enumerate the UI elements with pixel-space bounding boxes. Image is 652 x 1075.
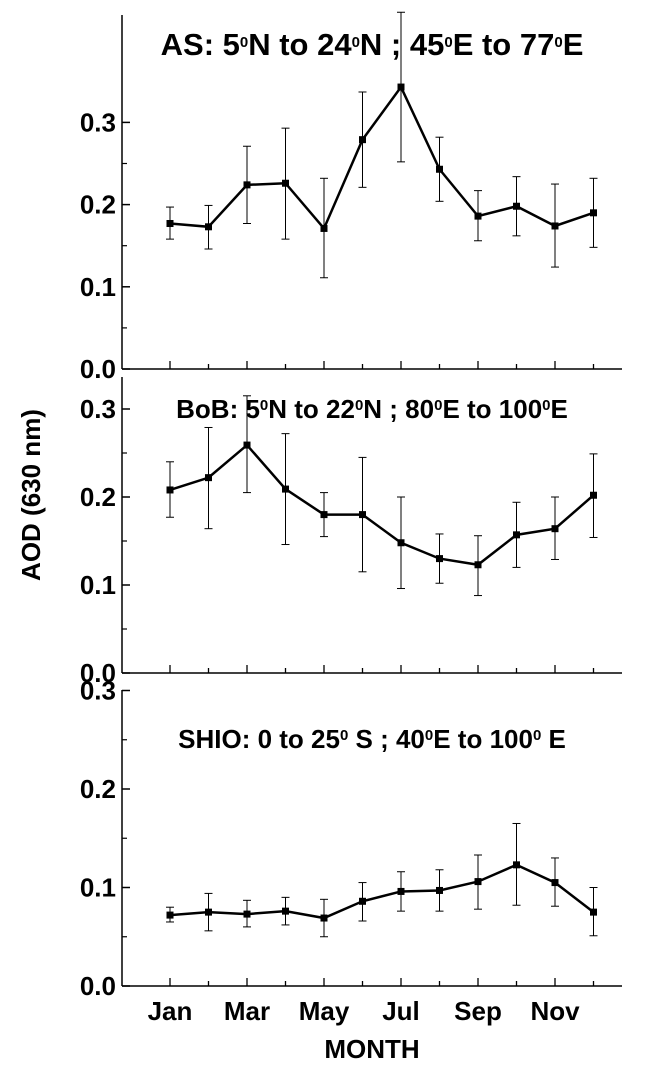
- x-axis-title: MONTH: [324, 1034, 419, 1064]
- y-tick-label: 0.2: [80, 482, 116, 512]
- data-point: [320, 224, 328, 232]
- x-tick-label: Sep: [454, 996, 502, 1026]
- data-point: [359, 136, 366, 144]
- data-point: [205, 223, 212, 231]
- y-tick-label: 0.3: [80, 394, 116, 424]
- data-point: [436, 555, 443, 563]
- data-point: [474, 878, 482, 886]
- data-point: [320, 511, 328, 519]
- data-point: [590, 491, 597, 499]
- y-tick-label: 0.0: [80, 354, 116, 384]
- data-point: [436, 165, 443, 173]
- x-tick-label: Nov: [530, 996, 580, 1026]
- y-tick-label: 0.1: [80, 873, 116, 903]
- data-point: [551, 222, 559, 230]
- x-tick-label: May: [299, 996, 350, 1026]
- data-point: [590, 908, 597, 916]
- y-tick-label: 0.0: [80, 971, 116, 1001]
- y-tick-label: 0.1: [80, 570, 116, 600]
- series-line: [169, 84, 594, 231]
- data-point: [320, 914, 328, 922]
- data-point: [474, 212, 482, 220]
- y-tick-label: 0.1: [80, 272, 116, 302]
- panel-title: BoB: 50N to 220N ; 800E to 1000E: [176, 394, 568, 424]
- data-point: [436, 886, 443, 894]
- y-tick-label: 0.0: [80, 658, 116, 688]
- data-point: [243, 181, 251, 189]
- data-point: [166, 486, 174, 494]
- data-point: [513, 861, 520, 869]
- series-line: [169, 443, 595, 567]
- data-point: [551, 525, 559, 533]
- data-point: [397, 83, 405, 91]
- data-point: [243, 441, 251, 449]
- x-tick-labels: Jan Mar May Jul Sep Nov: [148, 996, 581, 1026]
- y-tick-label: 0.2: [80, 190, 116, 220]
- data-point: [397, 887, 405, 895]
- y-tick-label: 0.3: [80, 107, 116, 137]
- data-point: [205, 908, 212, 916]
- data-point: [513, 531, 520, 539]
- data-point: [590, 209, 597, 217]
- data-point: [551, 879, 559, 887]
- chart-panels: 0.0 0.1 0.2 0.3 AS: 50N to 240N ; 450E to 77…: [80, 11, 622, 1001]
- x-tick-label: Jul: [382, 996, 420, 1026]
- data-point: [359, 511, 366, 519]
- panel-title: SHIO: 0 to 250 S ; 400E to 1000 E: [178, 724, 566, 754]
- data-point: [513, 202, 520, 210]
- x-tick-label: Jan: [148, 996, 193, 1026]
- panel-2: 0.0 0.1 0.2 0.3 BoB: 50N to 220N ; 800E to 1…: [80, 377, 622, 688]
- data-point: [359, 897, 366, 905]
- x-tick-label: Mar: [224, 996, 270, 1026]
- panel-title: AS: 50N to 240N ; 450E to 770E: [161, 27, 584, 62]
- data-point: [282, 179, 289, 187]
- y-axis-title: AOD (630 nm): [16, 409, 46, 581]
- y-tick-label: 0.3: [80, 676, 116, 706]
- data-point: [282, 907, 289, 915]
- data-point: [474, 561, 482, 569]
- data-point: [282, 485, 289, 493]
- data-point: [243, 910, 251, 918]
- data-point: [397, 539, 405, 547]
- y-tick-label: 0.2: [80, 774, 116, 804]
- data-point: [166, 220, 174, 228]
- panel-3: 0.0 0.1 0.2 0.3 SHIO: 0 to 250 S ; 400E to 1…: [80, 676, 622, 1001]
- data-point: [166, 911, 174, 919]
- data-point: [205, 474, 212, 482]
- panel-1: 0.0 0.1 0.2 0.3 AS: 50N to 240N ; 450E to 77…: [80, 11, 622, 384]
- series-line: [169, 863, 595, 920]
